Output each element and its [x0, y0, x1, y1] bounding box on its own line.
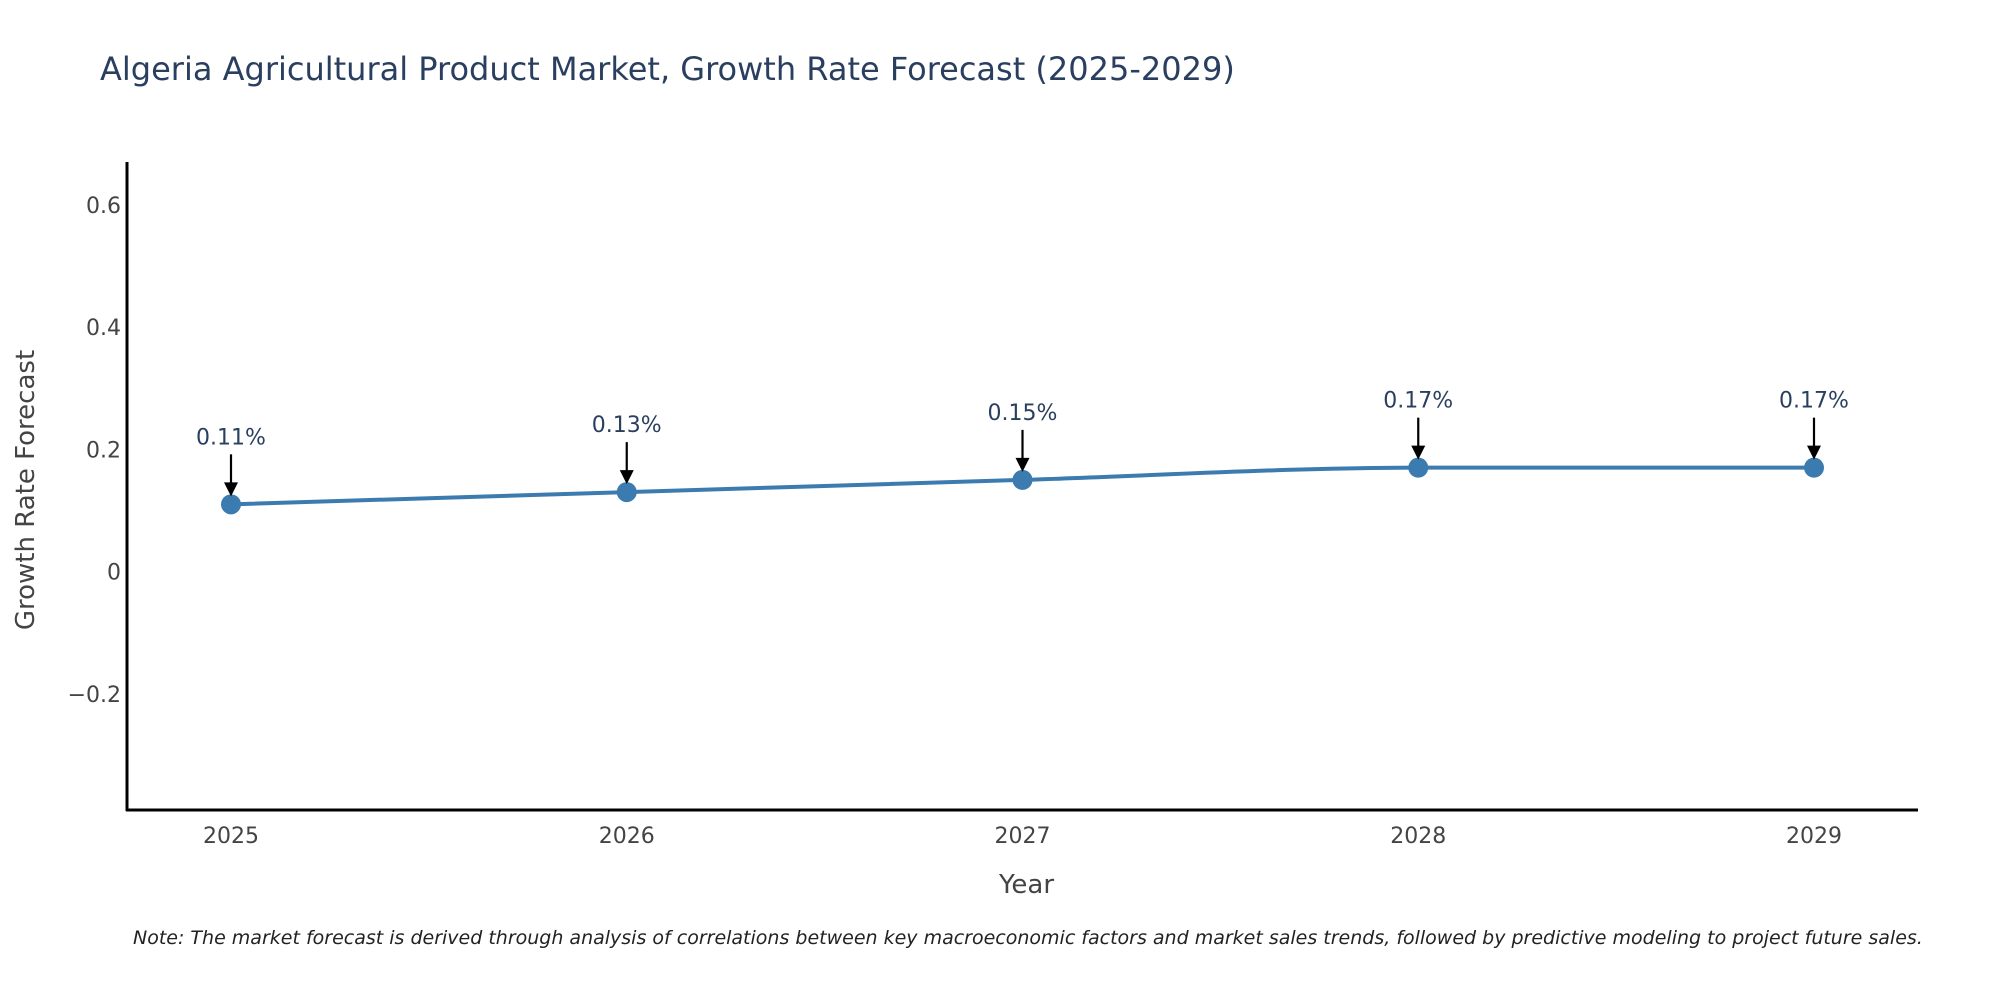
annotation-layer: 0.11% 0.13% 0.15% 0.17% 0.17% — [196, 389, 1849, 497]
annotation-arrow-head — [619, 470, 634, 485]
data-label: 0.13% — [592, 413, 662, 438]
y-axis-title: Growth Rate Forecast — [11, 350, 41, 630]
x-tick-label: 2025 — [203, 824, 259, 849]
data-label: 0.17% — [1383, 389, 1453, 414]
x-axis-ticks: 2025 2026 2027 2028 2029 — [203, 824, 1842, 849]
annotation-arrow-head — [1411, 445, 1426, 460]
data-label: 0.11% — [196, 425, 266, 450]
data-label: 0.17% — [1779, 389, 1849, 414]
data-point[interactable] — [616, 482, 637, 503]
data-point[interactable] — [1804, 457, 1824, 478]
data-point[interactable] — [221, 494, 241, 515]
data-point[interactable] — [1408, 457, 1429, 478]
y-tick-label: 0.2 — [86, 438, 121, 463]
x-tick-label: 2027 — [995, 824, 1051, 849]
data-label: 0.15% — [988, 401, 1058, 426]
x-tick-label: 2026 — [599, 824, 655, 849]
y-tick-label: 0.4 — [86, 316, 121, 341]
x-axis-title: Year — [998, 870, 1054, 900]
y-tick-label: −0.2 — [68, 683, 121, 708]
data-point[interactable] — [1012, 469, 1033, 490]
chart-note: Note: The market forecast is derived thr… — [133, 927, 1923, 949]
chart-title: Algeria Agricultural Product Market, Gro… — [100, 50, 1235, 88]
series-layer — [221, 457, 1824, 515]
y-tick-label: 0 — [107, 561, 121, 586]
y-axis-ticks: −0.2 0 0.2 0.4 0.6 — [68, 194, 121, 708]
x-tick-label: 2029 — [1786, 824, 1842, 849]
annotation-arrow-head — [1015, 457, 1030, 472]
y-tick-label: 0.6 — [86, 194, 121, 219]
x-tick-label: 2028 — [1390, 824, 1446, 849]
annotation-arrow-head — [224, 482, 238, 497]
annotation-arrow-head — [1807, 445, 1821, 460]
